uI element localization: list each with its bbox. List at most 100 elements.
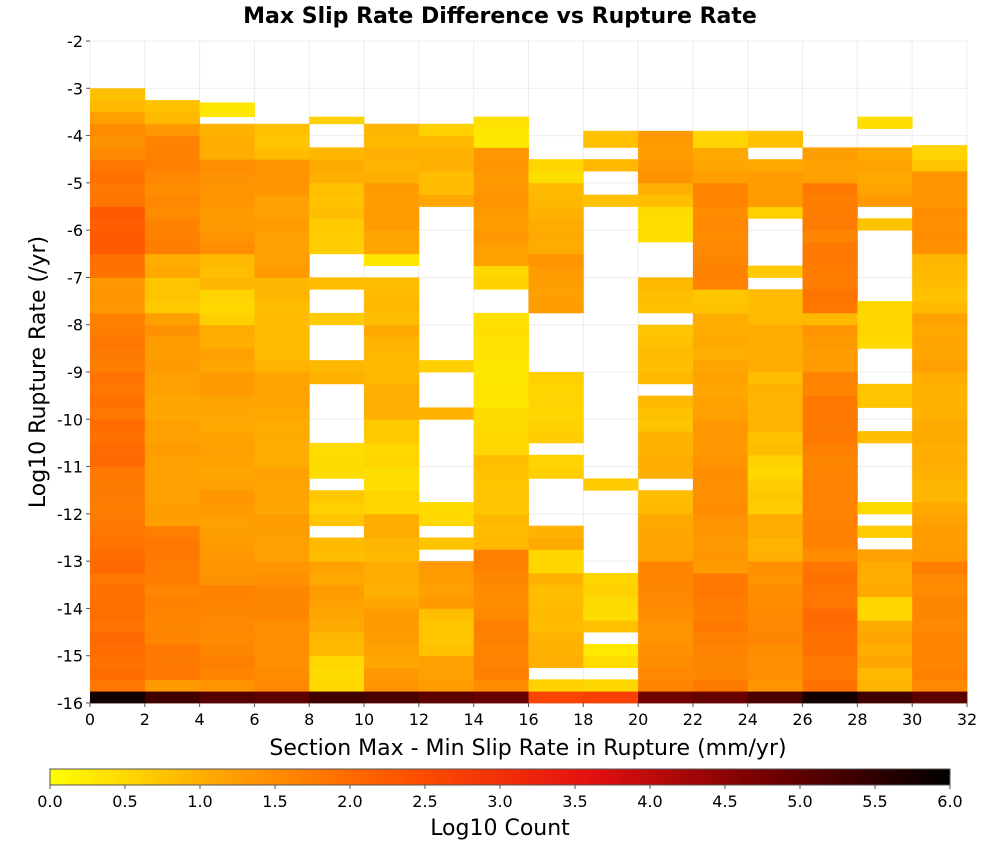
heatmap-cell xyxy=(638,301,694,314)
x-axis-ticks: 0 2 4 6 8 10 12 14 16 18 20 22 24 26 28 30 32 xyxy=(85,703,977,729)
heatmap-cell xyxy=(473,218,529,231)
heatmap-cell xyxy=(692,383,749,397)
heatmap-cell xyxy=(583,130,639,148)
heatmap-cell xyxy=(364,584,420,598)
y-axis-label: Log10 Rupture Rate (/yr) xyxy=(26,236,51,508)
heatmap-cell xyxy=(144,407,201,420)
heatmap-cell xyxy=(692,194,749,207)
heatmap-cell xyxy=(473,241,529,255)
heatmap-cell xyxy=(364,490,420,503)
heatmap-cell xyxy=(473,265,529,278)
heatmap-cell xyxy=(528,419,584,432)
heatmap-cell xyxy=(747,490,803,503)
heatmap-cell xyxy=(199,679,255,692)
x-tick-label: 18 xyxy=(573,710,593,729)
heatmap-cell xyxy=(747,691,803,704)
heatmap-cell xyxy=(199,312,255,326)
heatmap-cell xyxy=(912,596,968,609)
chart-title: Max Slip Rate Difference vs Rupture Rate xyxy=(243,4,757,29)
heatmap-cell xyxy=(528,466,584,479)
heatmap-cell xyxy=(692,667,749,680)
heatmap-cell xyxy=(912,159,968,172)
heatmap-cell xyxy=(747,360,803,373)
heatmap-cell xyxy=(692,419,749,432)
heatmap-cell xyxy=(802,490,858,503)
heatmap-cell xyxy=(802,572,858,586)
heatmap-cell xyxy=(254,643,310,657)
heatmap-cell xyxy=(692,525,749,538)
heatmap-cell xyxy=(199,147,255,160)
heatmap-cell xyxy=(144,395,201,408)
heatmap-cell xyxy=(144,301,201,314)
heatmap-cell xyxy=(144,608,201,621)
heatmap-cell xyxy=(692,230,749,243)
heatmap-cell xyxy=(747,466,803,479)
y-tick-label: -2 xyxy=(67,32,83,51)
heatmap-cell xyxy=(528,584,584,598)
heatmap-cell xyxy=(638,159,694,172)
heatmap-cell xyxy=(364,549,420,562)
heatmap-cell xyxy=(144,147,201,160)
heatmap-cell xyxy=(473,502,529,515)
heatmap-cell xyxy=(364,289,420,302)
heatmap-cell xyxy=(418,502,475,515)
heatmap-cell xyxy=(802,525,858,538)
heatmap-cell xyxy=(857,596,913,609)
heatmap-cell xyxy=(199,561,255,574)
heatmap-cell xyxy=(144,655,201,668)
heatmap-cell xyxy=(857,324,913,337)
heatmap-cell xyxy=(747,513,803,527)
heatmap-cell xyxy=(692,478,749,491)
heatmap-cell xyxy=(747,632,803,645)
heatmap-cell xyxy=(418,584,475,598)
heatmap-cell xyxy=(802,608,858,621)
heatmap-cell xyxy=(802,407,858,420)
heatmap-cell xyxy=(90,608,146,621)
heatmap-cell xyxy=(912,360,968,373)
heatmap-cell xyxy=(857,655,913,668)
heatmap-cell xyxy=(912,383,968,397)
heatmap-cell xyxy=(309,596,365,609)
heatmap-cell xyxy=(802,324,858,337)
heatmap-cell xyxy=(90,123,146,136)
heatmap-cell xyxy=(473,407,529,420)
heatmap-cell xyxy=(144,572,201,586)
heatmap-cell xyxy=(747,348,803,361)
heatmap-cell xyxy=(254,135,310,148)
heatmap-cell xyxy=(583,159,639,172)
heatmap-cell xyxy=(199,572,255,586)
x-tick-label: 16 xyxy=(518,710,538,729)
heatmap-cell xyxy=(364,655,420,668)
heatmap-cell xyxy=(254,241,310,255)
heatmap-cell xyxy=(692,502,749,515)
heatmap-cell xyxy=(364,679,420,692)
heatmap-cell xyxy=(199,691,255,704)
heatmap-cell xyxy=(638,572,694,586)
heatmap-cell xyxy=(473,395,529,408)
heatmap-cell xyxy=(144,111,201,125)
heatmap-cell xyxy=(638,145,694,160)
heatmap-cell xyxy=(802,442,858,456)
heatmap-cell xyxy=(692,171,749,184)
heatmap-cell xyxy=(418,572,475,586)
x-tick-label: 24 xyxy=(738,710,758,729)
heatmap-cell xyxy=(90,572,146,586)
heatmap-cell xyxy=(692,549,749,562)
heatmap-cell xyxy=(583,572,639,586)
heatmap-cell xyxy=(473,466,529,479)
heatmap-cell xyxy=(309,147,365,160)
heatmap-cell xyxy=(199,277,255,290)
heatmap-cell xyxy=(747,289,803,302)
heatmap-cell xyxy=(692,537,749,550)
heatmap-cell xyxy=(583,584,639,598)
heatmap-cell xyxy=(144,454,201,467)
heatmap-cell xyxy=(802,395,858,408)
colorbar-tick-label: 1.5 xyxy=(262,792,287,811)
heatmap-cell xyxy=(692,312,749,326)
heatmap-cell xyxy=(473,513,529,527)
heatmap-cell xyxy=(309,116,365,125)
heatmap-cell xyxy=(144,549,201,562)
heatmap-cell xyxy=(692,561,749,574)
heatmap-cell xyxy=(199,289,255,302)
heatmap-cell xyxy=(638,407,694,420)
